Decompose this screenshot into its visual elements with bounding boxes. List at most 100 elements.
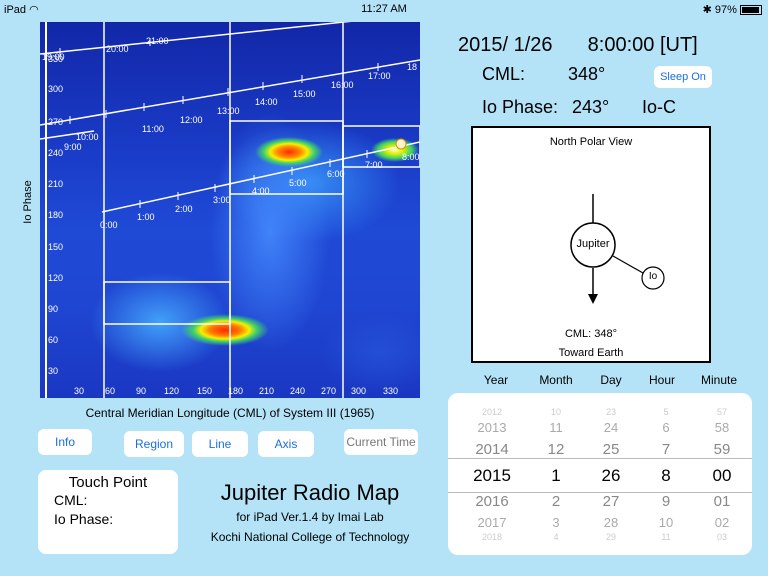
y-tick: 300 bbox=[48, 84, 64, 94]
x-axis-label: Central Meridian Longitude (CML) of Syst… bbox=[85, 406, 375, 420]
touch-cml-label: CML: bbox=[54, 492, 88, 508]
line-button[interactable]: Line bbox=[192, 431, 248, 457]
time-label: 19:00 bbox=[42, 52, 65, 62]
time-label: 10:00 bbox=[76, 132, 99, 142]
x-tick: 300 bbox=[351, 386, 367, 396]
current-time-button[interactable]: Current Time bbox=[344, 429, 418, 455]
time-label: 17:00 bbox=[368, 71, 391, 81]
picker-value: 3 bbox=[552, 515, 560, 530]
time-label: 7:00 bbox=[365, 160, 383, 170]
picker-value: 23 bbox=[605, 407, 616, 417]
map-overlay bbox=[40, 22, 420, 398]
time-label: 16:00 bbox=[331, 80, 354, 90]
y-axis-label: Io Phase bbox=[22, 180, 34, 224]
north-polar-view: North Polar View Jupiter Io CML: 348° To… bbox=[471, 126, 711, 363]
picker-value: 5 bbox=[663, 407, 669, 417]
info-button[interactable]: Info bbox=[38, 429, 92, 455]
time-label: 6:00 bbox=[327, 169, 345, 179]
picker-header-day: Day bbox=[600, 373, 622, 387]
picker-value: 02 bbox=[714, 515, 730, 530]
picker-value: 28 bbox=[603, 515, 619, 530]
picker-value: 57 bbox=[716, 407, 727, 417]
battery-indicator: ✱ 97% bbox=[703, 3, 762, 16]
y-tick: 210 bbox=[48, 179, 64, 189]
axis-button[interactable]: Axis bbox=[258, 431, 314, 457]
time-label: 4:00 bbox=[252, 186, 270, 196]
touch-point-title: Touch Point bbox=[68, 474, 148, 491]
time-label: 11:00 bbox=[142, 124, 164, 134]
time-label: 13:00 bbox=[217, 106, 240, 116]
x-tick: 270 bbox=[321, 386, 337, 396]
date-readout: 2015/ 1/26 8:00:00 [UT] bbox=[458, 34, 698, 57]
y-tick: 60 bbox=[48, 335, 59, 345]
picker-value: 25 bbox=[602, 441, 620, 458]
picker-value: 12 bbox=[547, 441, 565, 458]
io-phase-label: Io Phase: bbox=[482, 97, 559, 117]
picker-value-selected: 8 bbox=[661, 466, 671, 485]
x-tick: 60 bbox=[105, 386, 116, 396]
touch-io-phase-label: Io Phase: bbox=[54, 511, 114, 527]
x-tick: 120 bbox=[164, 386, 180, 396]
time-label: 20:00 bbox=[106, 44, 129, 54]
io-circle bbox=[641, 266, 665, 290]
picker-value: 01 bbox=[713, 493, 731, 510]
picker-value-selected: 00 bbox=[712, 466, 732, 485]
picker-header-month: Month bbox=[539, 373, 573, 387]
io-label: Io bbox=[648, 271, 658, 282]
jupiter-radio-map[interactable]: 330 300 270 240 210 180 150 120 90 60 30… bbox=[40, 22, 420, 398]
picker-value: 03 bbox=[716, 532, 727, 542]
app-title: Jupiter Radio Map bbox=[220, 480, 400, 505]
time-label: 0:00 bbox=[100, 220, 118, 230]
picker-value: 11 bbox=[549, 420, 563, 435]
io-source-label: Io-C bbox=[642, 97, 677, 117]
cml-label: CML: bbox=[482, 64, 526, 84]
time-value: 8:00:00 [UT] bbox=[587, 34, 698, 56]
x-tick: 150 bbox=[197, 386, 213, 396]
picker-header-year: Year bbox=[483, 373, 509, 387]
polar-cml-text: CML: 348° bbox=[564, 328, 618, 340]
picker-value: 24 bbox=[603, 420, 619, 435]
time-label: 1:00 bbox=[137, 212, 155, 222]
sleep-on-button[interactable]: Sleep On bbox=[654, 66, 712, 88]
picker-value: 11 bbox=[661, 532, 671, 542]
jupiter-circle bbox=[570, 222, 616, 268]
time-label: 21:00 bbox=[146, 36, 169, 46]
x-tick: 330 bbox=[383, 386, 399, 396]
time-label: 2:00 bbox=[175, 204, 193, 214]
device-name: iPad ◠ bbox=[4, 4, 39, 16]
picker-value-selected: 2015 bbox=[473, 466, 511, 485]
date-value: 2015/ 1/26 bbox=[458, 34, 553, 56]
x-tick: 240 bbox=[290, 386, 306, 396]
time-label: 5:00 bbox=[289, 178, 307, 188]
app-organization: Kochi National College of Technology bbox=[210, 530, 410, 544]
y-tick: 270 bbox=[48, 117, 64, 127]
picker-value-selected: 26 bbox=[601, 466, 621, 485]
picker-value: 10 bbox=[550, 407, 561, 417]
y-tick: 180 bbox=[48, 210, 64, 220]
region-button[interactable]: Region bbox=[124, 431, 184, 457]
bluetooth-icon: ✱ bbox=[702, 4, 712, 16]
time-label: 9:00 bbox=[64, 142, 82, 152]
picker-value: 10 bbox=[658, 515, 674, 530]
clock: 11:27 AM bbox=[361, 3, 407, 15]
x-tick: 30 bbox=[74, 386, 85, 396]
picker-header-minute: Minute bbox=[700, 373, 738, 387]
y-tick: 240 bbox=[48, 148, 64, 158]
picker-value: 6 bbox=[662, 420, 670, 435]
x-tick: 90 bbox=[136, 386, 147, 396]
picker-value-selected: 1 bbox=[551, 466, 561, 485]
picker-value: 4 bbox=[553, 532, 559, 542]
y-tick: 330 bbox=[48, 54, 64, 64]
time-label: 8:00 bbox=[402, 152, 420, 162]
picker-value: 9 bbox=[661, 493, 671, 510]
app-subtitle: for iPad Ver.1.4 by Imai Lab bbox=[236, 510, 384, 524]
picker-value: 58 bbox=[714, 420, 730, 435]
date-time-picker[interactable]: 2012 2013 2014 2015 2016 2017 2018 10 11… bbox=[448, 393, 752, 555]
picker-value: 2016 bbox=[475, 493, 509, 510]
time-label: 12:00 bbox=[180, 115, 203, 125]
picker-value: 27 bbox=[602, 493, 620, 510]
io-phase-value: 243° bbox=[572, 97, 610, 117]
current-position-marker bbox=[395, 138, 407, 150]
time-label: 14:00 bbox=[255, 97, 278, 107]
status-bar: iPad ◠ 11:27 AM ✱ 97% bbox=[0, 0, 768, 18]
